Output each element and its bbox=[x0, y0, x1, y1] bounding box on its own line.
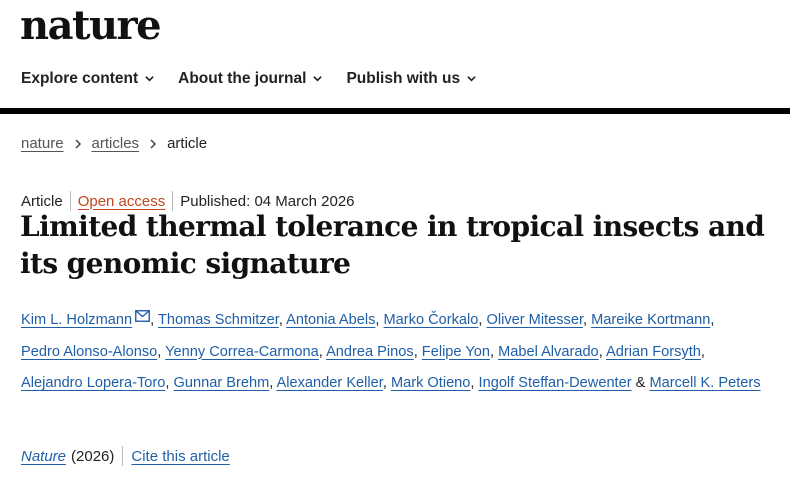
chevron-down-icon bbox=[313, 74, 323, 83]
author-link[interactable]: Alexander Keller bbox=[276, 375, 383, 391]
author-and: & bbox=[635, 375, 646, 391]
nav-publish-with-us[interactable]: Publish with us bbox=[346, 70, 476, 88]
author-link[interactable]: Pedro Alonso-Alonso bbox=[21, 343, 158, 360]
nature-logo[interactable]: nature bbox=[20, 2, 162, 49]
citation-line: Nature (2026) Cite this article bbox=[21, 446, 230, 466]
author-link[interactable]: Alejandro Lopera-Toro bbox=[21, 375, 166, 391]
chevron-down-icon bbox=[467, 74, 476, 83]
nav-about-journal-label: About the journal bbox=[178, 70, 307, 87]
main-nav: Explore content About the journal Publis… bbox=[21, 70, 500, 88]
author-link[interactable]: Gunnar Brehm bbox=[173, 375, 270, 391]
article-title: Limited thermal tolerance in tropical in… bbox=[20, 210, 765, 280]
author-link[interactable]: Mabel Alvarado bbox=[498, 343, 599, 360]
header-divider bbox=[0, 108, 790, 114]
publication-year: (2026) bbox=[71, 447, 115, 465]
author-link[interactable]: Marko Čorkalo bbox=[383, 312, 479, 328]
author-link[interactable]: Mark Otieno bbox=[390, 375, 471, 391]
author-link[interactable]: Thomas Schmitzer bbox=[157, 312, 279, 328]
breadcrumb-current: article bbox=[167, 135, 208, 152]
chevron-right-icon bbox=[146, 137, 160, 151]
author-link[interactable]: Andrea Pinos bbox=[326, 343, 414, 360]
nav-explore-content-label: Explore content bbox=[21, 70, 139, 87]
open-access-link[interactable]: Open access bbox=[77, 192, 166, 210]
author-list: Kim L. Holzmann, Thomas Schmitzer, Anton… bbox=[21, 303, 781, 400]
author-link[interactable]: Kim L. Holzmann bbox=[21, 312, 133, 328]
nav-explore-content[interactable]: Explore content bbox=[21, 70, 154, 88]
meta-divider bbox=[172, 191, 174, 211]
author-link[interactable]: Yenny Correa-Carmona bbox=[165, 343, 319, 360]
chevron-down-icon bbox=[145, 74, 154, 83]
author-link[interactable]: Marcell K. Peters bbox=[649, 375, 761, 391]
article-meta: Article Open access Published: 04 March … bbox=[21, 191, 355, 211]
author-link[interactable]: Felipe Yon bbox=[421, 343, 490, 360]
chevron-right-icon bbox=[71, 137, 85, 151]
published-date: Published: 04 March 2026 bbox=[180, 192, 355, 210]
journal-link[interactable]: Nature bbox=[21, 447, 67, 465]
article-type: Article bbox=[21, 192, 63, 210]
mail-icon[interactable] bbox=[135, 303, 151, 322]
nav-about-journal[interactable]: About the journal bbox=[178, 70, 323, 88]
nav-publish-with-us-label: Publish with us bbox=[346, 70, 461, 87]
cite-article-link[interactable]: Cite this article bbox=[131, 447, 230, 465]
meta-divider bbox=[69, 191, 71, 211]
author-link[interactable]: Ingolf Steffan-Dewenter bbox=[478, 375, 632, 391]
breadcrumb-articles[interactable]: articles bbox=[91, 135, 140, 152]
author-link[interactable]: Mareike Kortmann bbox=[591, 312, 711, 328]
citation-divider bbox=[122, 446, 124, 466]
breadcrumb-nature[interactable]: nature bbox=[21, 135, 64, 152]
author-link[interactable]: Antonia Abels bbox=[286, 312, 376, 328]
author-link[interactable]: Oliver Mitesser bbox=[486, 312, 584, 328]
breadcrumb: nature articles article bbox=[21, 135, 207, 152]
author-link[interactable]: Adrian Forsyth bbox=[606, 343, 701, 360]
